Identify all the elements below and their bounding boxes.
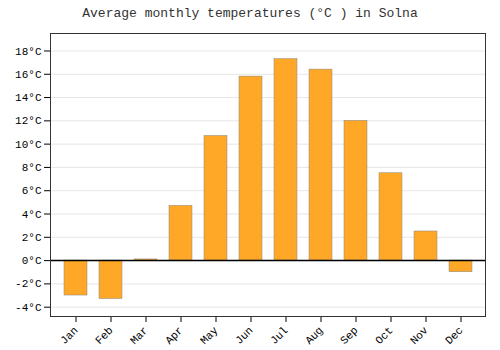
svg-text:May: May <box>198 324 221 347</box>
svg-text:4°C: 4°C <box>22 209 42 221</box>
svg-text:16°C: 16°C <box>15 69 42 81</box>
svg-text:Dec: Dec <box>443 324 465 346</box>
svg-text:Nov: Nov <box>408 324 431 347</box>
svg-text:2°C: 2°C <box>22 232 42 244</box>
svg-text:14°C: 14°C <box>15 92 42 104</box>
svg-text:18°C: 18°C <box>15 45 42 57</box>
svg-text:-2°C: -2°C <box>15 278 42 290</box>
svg-text:Aug: Aug <box>303 324 325 346</box>
svg-text:Apr: Apr <box>163 324 185 346</box>
html-text:Average monthly temperatures (: Average monthly temperatures (°C ) in So… <box>82 6 418 21</box>
svg-text:10°C: 10°C <box>15 139 42 151</box>
svg-text:Feb: Feb <box>93 324 115 346</box>
svg-text:-4°C: -4°C <box>15 302 42 314</box>
svg-text:Sep: Sep <box>338 324 360 346</box>
svg-text:Jun: Jun <box>233 324 255 346</box>
svg-text:8°C: 8°C <box>22 162 42 174</box>
svg-text:Mar: Mar <box>128 324 150 346</box>
svg-text:12°C: 12°C <box>15 115 42 127</box>
svg-text:Oct: Oct <box>373 324 395 346</box>
svg-text:6°C: 6°C <box>22 185 42 197</box>
svg-text:Jul: Jul <box>268 324 290 346</box>
svg-text:Jan: Jan <box>58 324 80 346</box>
svg-text:0°C: 0°C <box>22 255 42 267</box>
